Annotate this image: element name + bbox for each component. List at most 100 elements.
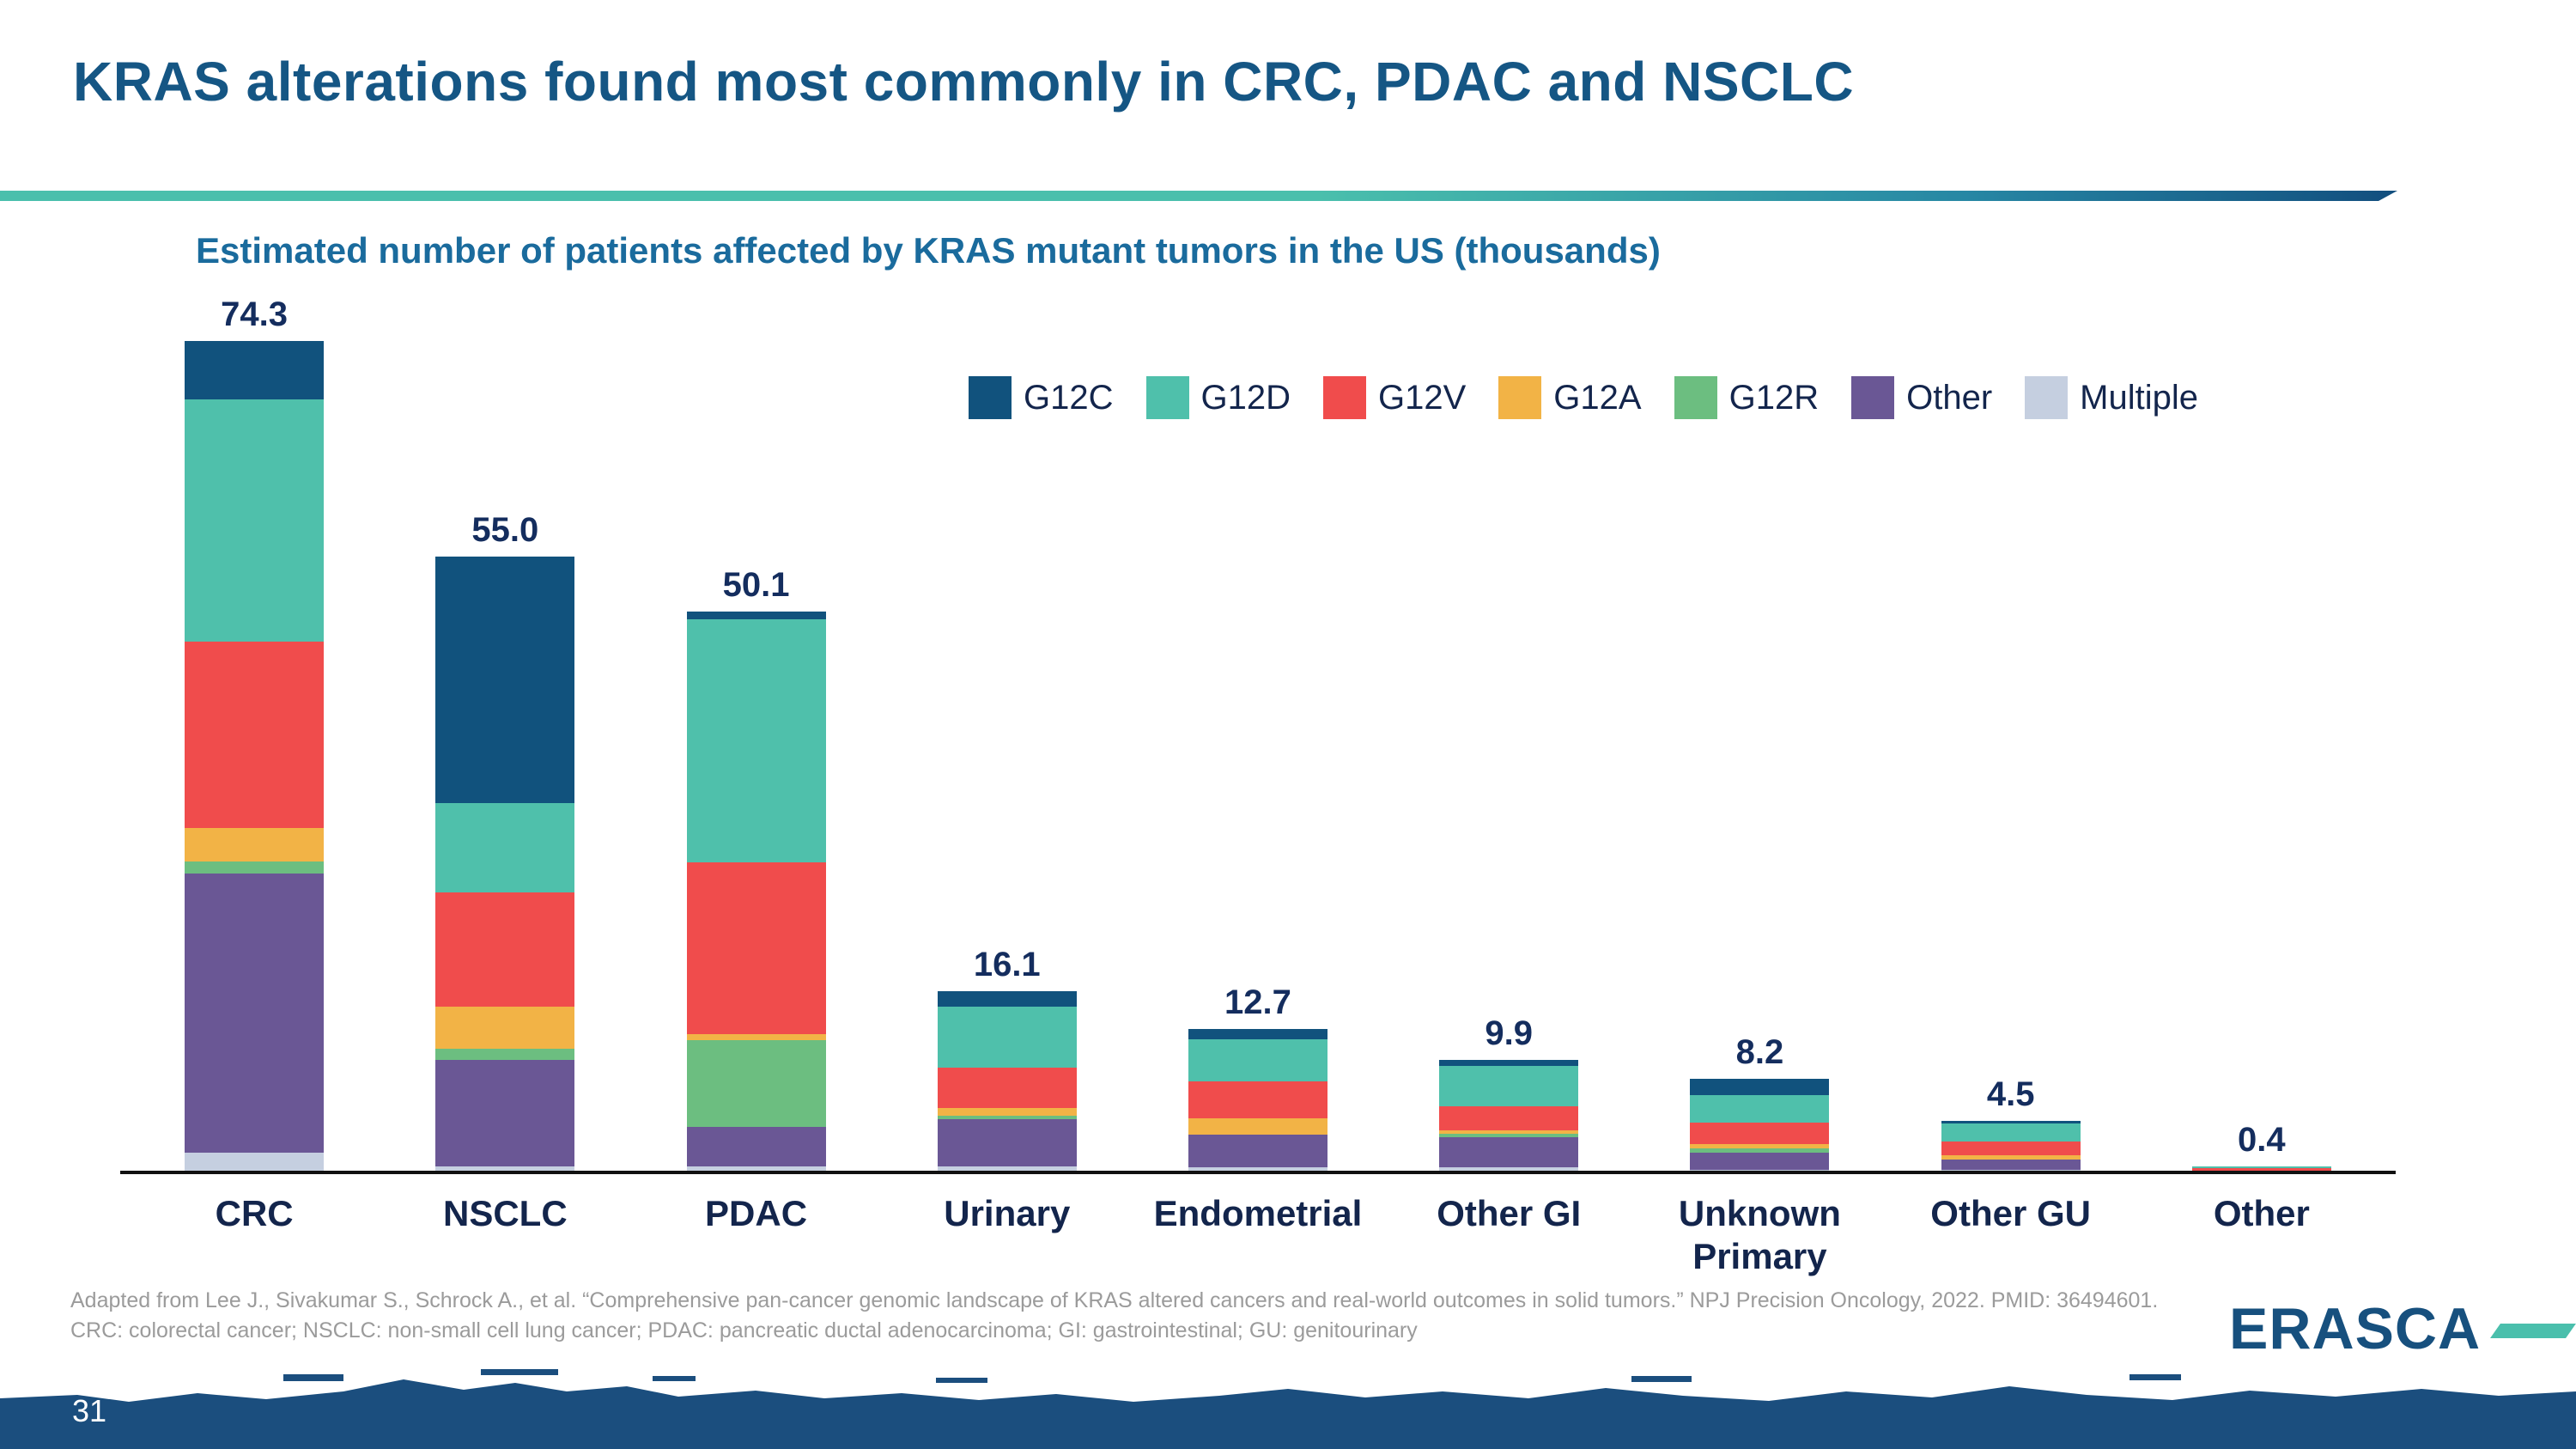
segment-g12v-urinary — [937, 1068, 1077, 1109]
erasca-logo: ERASCA — [2229, 1296, 2482, 1361]
segment-other-unknown-primary — [1690, 1153, 1830, 1170]
category-label-row: CRC NSCLC PDAC Urinary Endometrial Other GI Un… — [129, 1192, 2387, 1277]
legend-label-g12v: G12V — [1378, 378, 1467, 417]
bar-value-label-other: 0.4 — [2238, 1120, 2286, 1159]
category-label-nsclc: NSCLC — [442, 1193, 568, 1233]
segment-g12a-endometrial — [1188, 1117, 1327, 1135]
footnote-line-2: CRC: colorectal cancer; NSCLC: non-small… — [70, 1318, 1418, 1342]
bar-slot-other: 0.4 — [2136, 273, 2387, 1171]
category-label-pdac: PDAC — [705, 1193, 808, 1233]
segment-g12d-pdac — [686, 618, 826, 863]
segment-other-other-gu — [1941, 1160, 2081, 1170]
bar-value-label-other-gi: 9.9 — [1485, 1014, 1533, 1053]
segment-g12c-pdac — [686, 611, 826, 619]
segment-g12a-crc — [185, 827, 325, 861]
segment-other-crc — [185, 874, 325, 1154]
bar-slot-urinary: 16.1 — [882, 273, 1133, 1171]
segment-g12c-endometrial — [1188, 1028, 1327, 1039]
bar-slot-crc: 74.3 — [129, 273, 380, 1171]
segment-g12r-urinary — [937, 1116, 1077, 1120]
bar-slot-pdac: 50.1 — [630, 273, 881, 1171]
segment-g12v-endometrial — [1188, 1081, 1327, 1118]
category-label-urinary: Urinary — [944, 1193, 1071, 1233]
legend-item-other: Other — [1851, 376, 1992, 419]
legend-item-g12r: G12R — [1674, 376, 1820, 419]
stacked-bar-other-gi — [1439, 1060, 1579, 1171]
bar-slot-nsclc: 55.0 — [380, 273, 630, 1171]
bar-slot-endometrial: 12.7 — [1133, 273, 1383, 1171]
segment-g12a-other-gi — [1439, 1130, 1579, 1135]
segment-multiple-pdac — [686, 1166, 826, 1171]
segment-multiple-nsclc — [435, 1166, 575, 1171]
segment-multiple-endometrial — [1188, 1167, 1327, 1171]
chart-legend: G12C G12D G12V G12A G12R Other Multiple — [969, 376, 2198, 419]
stacked-bar-urinary — [937, 990, 1077, 1171]
legend-label-g12a: G12A — [1553, 378, 1642, 417]
legend-item-g12a: G12A — [1498, 376, 1642, 419]
segment-g12v-other-gu — [1941, 1142, 2081, 1155]
segment-g12r-pdac — [686, 1039, 826, 1128]
segment-g12a-urinary — [937, 1108, 1077, 1117]
bar-value-label-pdac: 50.1 — [722, 565, 790, 604]
legend-swatch-icon-g12v — [1323, 376, 1366, 419]
legend-label-g12c: G12C — [1024, 378, 1114, 417]
legend-label-g12d: G12D — [1200, 378, 1291, 417]
stacked-bar-unknown-primary — [1690, 1079, 1830, 1171]
segment-multiple-crc — [185, 1153, 325, 1171]
segment-multiple-other-gi — [1439, 1167, 1579, 1171]
slide-title: KRAS alterations found most commonly in … — [73, 51, 1855, 113]
segment-multiple-other-gu — [1941, 1169, 2081, 1171]
plot-area: 74.3 55.0 50.1 16.1 12.7 9.9 8.2 4.5 0.4 — [129, 273, 2387, 1171]
segment-g12d-unknown-primary — [1690, 1094, 1830, 1123]
category-label-endometrial: Endometrial — [1153, 1193, 1363, 1233]
segment-g12a-nsclc — [435, 1006, 575, 1050]
legend-swatch-icon-other — [1851, 376, 1895, 419]
bar-value-label-endometrial: 12.7 — [1224, 983, 1291, 1021]
legend-label-multiple: Multiple — [2080, 378, 2198, 417]
title-divider-rule — [0, 191, 2397, 201]
category-label-other-gi: Other GI — [1437, 1193, 1582, 1233]
segment-other-urinary — [937, 1119, 1077, 1166]
segment-g12d-nsclc — [435, 803, 575, 893]
stacked-bar-pdac — [686, 611, 826, 1171]
legend-item-g12d: G12D — [1145, 376, 1291, 419]
stacked-bar-crc — [185, 341, 325, 1171]
bar-slot-unknown-primary: 8.2 — [1634, 273, 1885, 1171]
bar-value-label-nsclc: 55.0 — [471, 511, 539, 550]
bar-slot-other-gi: 9.9 — [1383, 273, 1634, 1171]
segment-g12d-urinary — [937, 1006, 1077, 1068]
legend-swatch-icon-g12r — [1674, 376, 1717, 419]
legend-item-multiple: Multiple — [2025, 376, 2198, 419]
bar-slot-other-gu: 4.5 — [1886, 273, 2136, 1171]
segment-g12r-crc — [185, 861, 325, 874]
legend-label-g12r: G12R — [1728, 378, 1820, 417]
category-label-crc: CRC — [215, 1193, 294, 1233]
segment-other-pdac — [686, 1127, 826, 1166]
segment-g12r-other-gi — [1439, 1134, 1579, 1138]
segment-g12v-other — [2191, 1168, 2331, 1171]
legend-item-g12v: G12V — [1323, 376, 1466, 419]
segment-g12c-other-gi — [1439, 1060, 1579, 1066]
segment-g12c-crc — [185, 341, 325, 399]
segment-g12d-other-gi — [1439, 1065, 1579, 1106]
segment-g12a-other-gu — [1941, 1154, 2081, 1160]
segment-g12c-other-gu — [1941, 1120, 2081, 1124]
segment-g12v-pdac — [686, 862, 826, 1035]
category-label-other-gu: Other GU — [1930, 1193, 2091, 1233]
legend-label-other: Other — [1906, 378, 1993, 417]
stacked-bar-other-gu — [1941, 1120, 2081, 1171]
page-number: 31 — [72, 1393, 107, 1428]
footnote-line-1: Adapted from Lee J., Sivakumar S., Schro… — [70, 1288, 2159, 1312]
bar-value-label-urinary: 16.1 — [973, 945, 1041, 983]
stacked-bar-other — [2191, 1166, 2331, 1171]
segment-g12v-other-gi — [1439, 1105, 1579, 1131]
segment-g12a-unknown-primary — [1690, 1143, 1830, 1149]
segment-g12v-crc — [185, 641, 325, 828]
segment-g12r-unknown-primary — [1690, 1148, 1830, 1154]
x-axis-line — [120, 1171, 2396, 1174]
segment-other-endometrial — [1188, 1135, 1327, 1168]
bar-value-label-other-gu: 4.5 — [1986, 1075, 2035, 1113]
footnote: Adapted from Lee J., Sivakumar S., Schro… — [70, 1286, 2174, 1345]
segment-g12d-other — [2191, 1166, 2331, 1169]
segment-multiple-urinary — [937, 1166, 1077, 1171]
